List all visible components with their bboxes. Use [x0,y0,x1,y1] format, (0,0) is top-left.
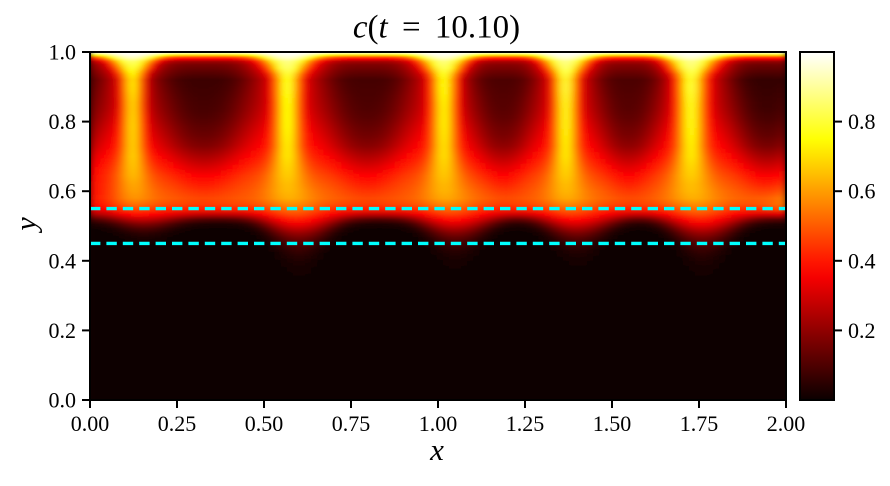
svg-text:0.8: 0.8 [848,109,876,134]
svg-text:0.4: 0.4 [49,248,77,273]
svg-text:0.4: 0.4 [848,248,876,273]
svg-text:y: y [10,217,43,234]
svg-text:1.25: 1.25 [506,411,545,436]
svg-text:1.50: 1.50 [593,411,632,436]
svg-text:0.2: 0.2 [49,318,77,343]
svg-text:c(t = 10.10): c(t = 10.10) [353,10,520,46]
svg-text:1.00: 1.00 [419,411,458,436]
svg-text:0.00: 0.00 [71,411,110,436]
svg-text:0.6: 0.6 [848,179,876,204]
svg-text:0.0: 0.0 [49,388,77,413]
svg-text:1.75: 1.75 [680,411,719,436]
svg-text:0.75: 0.75 [332,411,371,436]
svg-text:0.8: 0.8 [49,109,77,134]
svg-text:0.6: 0.6 [49,179,77,204]
svg-text:0.50: 0.50 [245,411,284,436]
svg-text:0.2: 0.2 [848,318,876,343]
svg-text:2.00: 2.00 [767,411,806,436]
svg-text:0.25: 0.25 [158,411,197,436]
svg-text:1.0: 1.0 [49,40,77,65]
svg-text:x: x [429,432,444,467]
